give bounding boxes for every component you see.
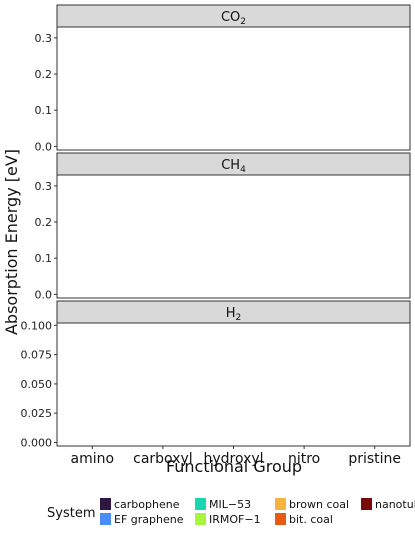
- y-axis-title: Absorption Energy [eV]: [2, 149, 21, 335]
- y-tick-label: 0.2: [35, 68, 53, 81]
- y-tick-label: 0.1: [35, 104, 53, 117]
- y-tick-label: 0.0: [35, 288, 53, 301]
- legend-label: nanotub: [375, 498, 415, 511]
- x-tick-label: hydroxyl: [203, 451, 263, 467]
- legend-swatch: [100, 498, 111, 510]
- y-tick-label: 0.000: [21, 436, 53, 449]
- legend-label: EF graphene: [114, 513, 184, 526]
- y-tick-label: 0.3: [35, 32, 53, 45]
- legend-label: bit. coal: [289, 513, 333, 526]
- facet-strip-label: CH4: [221, 158, 246, 175]
- x-tick-label: amino: [71, 451, 115, 467]
- y-tick-label: 0.3: [35, 180, 53, 193]
- legend: carbophene EF graphene MIL−53 IRMOF−1 brown …: [100, 498, 415, 526]
- y-tick-label: 0.025: [21, 407, 53, 420]
- legend-label: carbophene: [114, 498, 180, 511]
- y-tick-label: 0.050: [21, 378, 53, 391]
- x-tick-label: pristine: [348, 451, 401, 467]
- legend-swatch: [100, 513, 111, 525]
- panel-border: [56, 174, 411, 299]
- x-tick-label: carboxyl: [133, 451, 193, 467]
- panel-border: [56, 322, 411, 447]
- facet-panel: CH4 0.0 0.1 0.2 0.3: [35, 152, 411, 301]
- y-tick-label: 0.2: [35, 216, 53, 229]
- y-tick-label: 0.0: [35, 140, 53, 153]
- panel-border: [56, 26, 411, 151]
- legend-swatch: [275, 498, 286, 510]
- y-tick-label: 0.100: [21, 319, 53, 332]
- x-tick-label: nitro: [288, 451, 320, 467]
- legend-swatch: [275, 513, 286, 525]
- y-tick-label: 0.1: [35, 252, 53, 265]
- x-axis: amino carboxyl hydroxyl nitro pristine: [71, 446, 401, 467]
- facet-strip-label: H2: [226, 306, 242, 323]
- legend-swatch: [195, 513, 206, 525]
- legend-swatch: [361, 498, 372, 510]
- facet-panels: CO2 0.0 0.1 0.2 0.3 CH4 0.0 0.1 0.2 0.3 H2 0.000 0.0…: [21, 4, 411, 449]
- legend-title: System: [47, 506, 95, 521]
- legend-swatch: [195, 498, 206, 510]
- legend-label: MIL−53: [209, 498, 251, 511]
- legend-label: brown coal: [289, 498, 349, 511]
- x-axis-title: Functional Group: [166, 457, 302, 476]
- facet-panel: H2 0.000 0.025 0.050 0.075 0.100: [21, 300, 411, 449]
- facet-panel: CO2 0.0 0.1 0.2 0.3: [35, 4, 411, 153]
- y-tick-label: 0.075: [21, 349, 53, 362]
- legend-label: IRMOF−1: [209, 513, 261, 526]
- facet-strip-label: CO2: [221, 10, 246, 27]
